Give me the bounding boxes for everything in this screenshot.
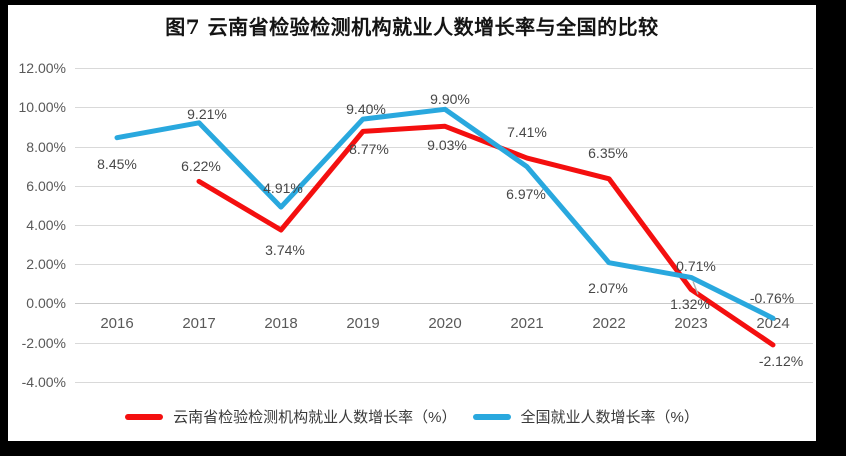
x-axis-tick-label: 2018 bbox=[264, 315, 298, 332]
data-label: 6.97% bbox=[506, 185, 546, 202]
x-axis-tick-label: 2016 bbox=[100, 315, 134, 332]
x-axis-tick-label: 2023 bbox=[674, 315, 708, 332]
data-label: 6.22% bbox=[181, 158, 221, 175]
y-axis-tick-label: 12.00% bbox=[18, 60, 66, 77]
y-axis-tick-label: -4.00% bbox=[21, 373, 66, 390]
data-label: 2.07% bbox=[588, 279, 628, 296]
data-label: -0.76% bbox=[749, 290, 795, 307]
gridline--4 bbox=[75, 381, 813, 383]
data-label: 9.40% bbox=[346, 101, 386, 118]
chart-title: 图7 云南省检验检测机构就业人数增长率与全国的比较 bbox=[165, 15, 659, 39]
x-axis-tick-label: 2024 bbox=[756, 315, 790, 332]
x-axis-tick-label: 2020 bbox=[428, 315, 462, 332]
data-label: 8.77% bbox=[349, 141, 389, 158]
gridline-0 bbox=[75, 303, 813, 305]
series-line-national bbox=[114, 106, 776, 321]
y-axis-tick-label: 10.00% bbox=[18, 99, 66, 116]
data-label: 9.21% bbox=[187, 105, 227, 122]
data-label: 0.71% bbox=[676, 258, 716, 275]
y-axis-tick-label: 0.00% bbox=[26, 295, 66, 312]
black-border-top bbox=[0, 0, 846, 5]
gridline-4 bbox=[75, 224, 813, 226]
legend-label: 全国就业人数增长率（%） bbox=[520, 409, 699, 426]
series-line-yunnan bbox=[196, 123, 776, 348]
y-axis-tick-label: 8.00% bbox=[26, 138, 66, 155]
x-axis-tick-label: 2019 bbox=[346, 315, 380, 332]
x-axis-tick-label: 2017 bbox=[182, 315, 216, 332]
y-axis-tick-label: 2.00% bbox=[26, 256, 66, 273]
legend-line-swatch bbox=[472, 413, 511, 420]
legend-line-swatch bbox=[125, 413, 164, 420]
gridline-2 bbox=[75, 264, 813, 266]
legend-item-national: 全国就业人数增长率（%） bbox=[472, 406, 699, 427]
data-label-leader-line bbox=[692, 281, 699, 295]
black-border-left bbox=[0, 0, 8, 456]
data-label: 6.35% bbox=[588, 144, 628, 161]
data-label: -2.12% bbox=[758, 352, 804, 369]
gridline-12 bbox=[75, 68, 813, 70]
data-label: 9.90% bbox=[430, 91, 470, 108]
gridline-6 bbox=[75, 185, 813, 187]
x-axis-tick-label: 2022 bbox=[592, 315, 626, 332]
data-label: 4.91% bbox=[263, 180, 303, 197]
legend-label: 云南省检验检测机构就业人数增长率（%） bbox=[173, 409, 457, 426]
gridline-8 bbox=[75, 146, 813, 148]
data-label: 9.03% bbox=[427, 137, 467, 154]
black-border-right bbox=[816, 0, 846, 456]
y-axis-tick-label: 6.00% bbox=[26, 177, 66, 194]
data-label: 1.32% bbox=[670, 296, 710, 313]
gridline--2 bbox=[75, 342, 813, 344]
data-label: 8.45% bbox=[97, 155, 137, 172]
y-axis-tick-label: 4.00% bbox=[26, 216, 66, 233]
chart-legend: 云南省检验检测机构就业人数增长率（%） 全国就业人数增长率（%） bbox=[8, 406, 816, 427]
data-label: 3.74% bbox=[265, 242, 305, 258]
x-axis-tick-label: 2021 bbox=[510, 315, 544, 332]
y-axis-tick-label: -2.00% bbox=[21, 334, 66, 351]
data-label: 7.41% bbox=[507, 124, 547, 141]
legend-item-yunnan: 云南省检验检测机构就业人数增长率（%） bbox=[125, 406, 457, 427]
black-border-bottom bbox=[0, 441, 846, 456]
